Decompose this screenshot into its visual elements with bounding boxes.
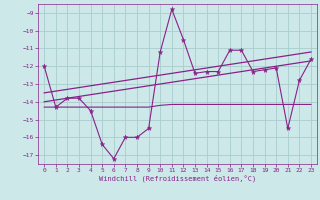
- X-axis label: Windchill (Refroidissement éolien,°C): Windchill (Refroidissement éolien,°C): [99, 175, 256, 182]
